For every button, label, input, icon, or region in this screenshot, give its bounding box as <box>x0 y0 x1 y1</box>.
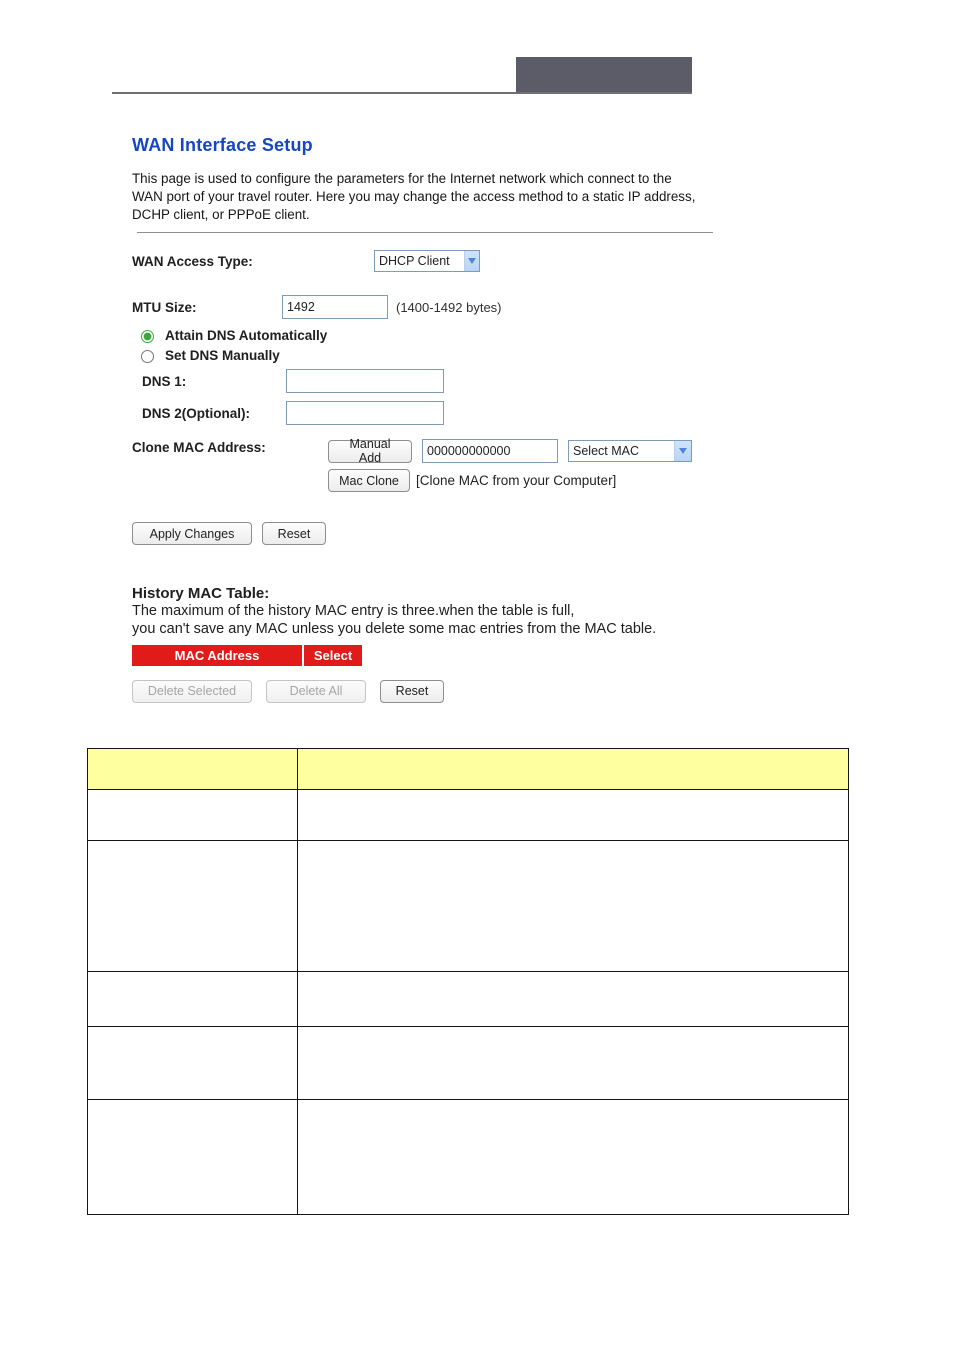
page-title: WAN Interface Setup <box>132 135 717 156</box>
select-mac-value: Select MAC <box>573 444 674 458</box>
clone-mac-label: Clone MAC Address: <box>132 440 328 455</box>
param-row-1-desc <box>298 790 849 841</box>
chevron-down-icon <box>674 441 691 461</box>
delete-selected-button[interactable]: Delete Selected <box>132 680 252 703</box>
history-mac-table: MAC Address Select <box>132 645 362 666</box>
dns1-label: DNS 1: <box>142 374 286 389</box>
reset-button[interactable]: Reset <box>262 522 326 545</box>
parameter-table <box>87 748 849 1215</box>
dns2-input[interactable] <box>286 401 444 425</box>
history-mac-title: History MAC Table: <box>132 585 717 602</box>
manual-add-button[interactable]: Manual Add <box>328 440 412 463</box>
param-row-4-desc <box>298 1027 849 1100</box>
attain-dns-radio[interactable] <box>141 330 154 343</box>
mac-clone-hint: [Clone MAC from your Computer] <box>416 473 616 488</box>
param-row-3-desc <box>298 972 849 1027</box>
history-mac-desc-line2: you can't save any MAC unless you delete… <box>132 621 656 637</box>
set-dns-label: Set DNS Manually <box>165 348 280 363</box>
param-row-5-desc <box>298 1100 849 1215</box>
attain-dns-label: Attain DNS Automatically <box>165 328 327 343</box>
history-mac-section: History MAC Table: The maximum of the hi… <box>132 585 717 702</box>
wan-setup-panel: WAN Interface Setup This page is used to… <box>132 135 717 703</box>
param-row-2-desc <box>298 841 849 972</box>
dns1-input[interactable] <box>286 369 444 393</box>
param-row-2-label <box>88 841 298 972</box>
param-row-3-label <box>88 972 298 1027</box>
wan-access-type-value: DHCP Client <box>379 254 464 268</box>
page-intro: This page is used to configure the param… <box>132 170 702 224</box>
mtu-size-input[interactable] <box>282 295 388 319</box>
set-dns-radio[interactable] <box>141 350 154 363</box>
delete-all-button[interactable]: Delete All <box>266 680 366 703</box>
wan-access-type-select[interactable]: DHCP Client <box>374 250 480 272</box>
select-mac-dropdown[interactable]: Select MAC <box>568 440 692 462</box>
history-mac-col-select: Select <box>303 645 362 666</box>
header-rule <box>112 92 692 94</box>
history-mac-desc-line1: The maximum of the history MAC entry is … <box>132 603 574 619</box>
header-dark-block <box>516 57 692 92</box>
param-row-4-label <box>88 1027 298 1100</box>
mac-clone-button[interactable]: Mac Clone <box>328 469 410 492</box>
apply-changes-button[interactable]: Apply Changes <box>132 522 252 545</box>
divider <box>137 232 713 233</box>
param-row-5-label <box>88 1100 298 1215</box>
mac-address-input[interactable] <box>422 439 558 463</box>
wan-access-type-label: WAN Access Type: <box>132 254 282 269</box>
mtu-size-label: MTU Size: <box>132 300 282 315</box>
mtu-size-hint: (1400-1492 bytes) <box>396 300 502 315</box>
param-table-header-right <box>298 749 849 790</box>
history-mac-desc: The maximum of the history MAC entry is … <box>132 602 717 638</box>
dns2-label: DNS 2(Optional): <box>142 406 286 421</box>
history-mac-col-mac: MAC Address <box>132 645 303 666</box>
param-row-1-label <box>88 790 298 841</box>
param-table-header-left <box>88 749 298 790</box>
chevron-down-icon <box>464 251 479 271</box>
history-reset-button[interactable]: Reset <box>380 680 444 703</box>
